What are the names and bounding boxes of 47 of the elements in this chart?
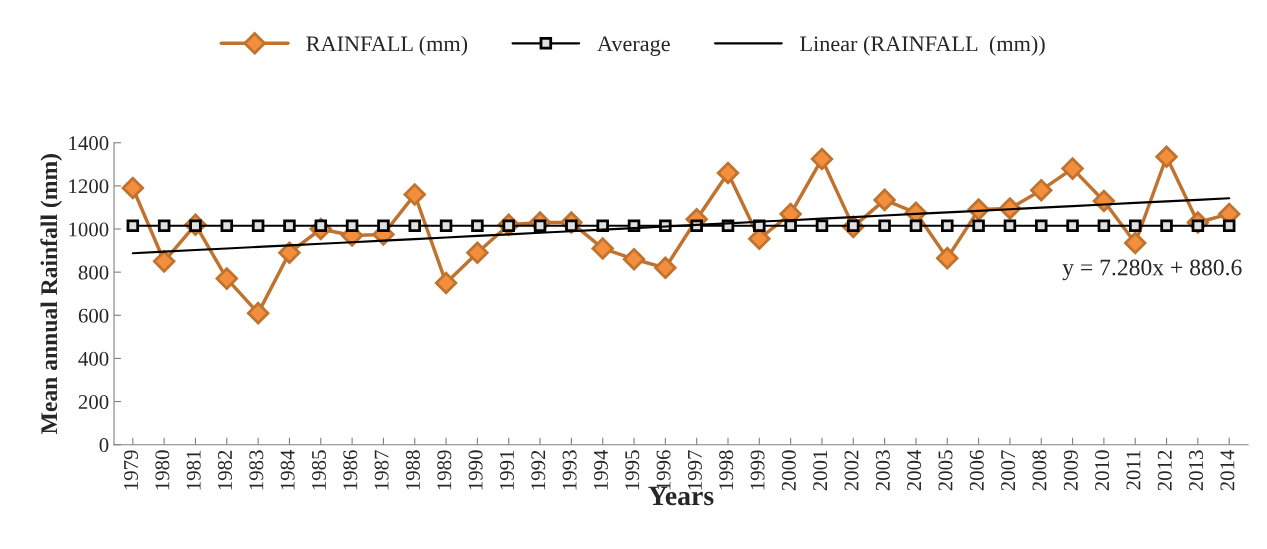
y-tick-label: 1400 [69,136,109,151]
y-axis-title: Mean annual Rainfall (mm) [40,154,62,434]
y-tick-label: 0 [99,438,109,453]
x-tick-label: 1988 [405,450,420,490]
legend-label: Linear (RAINFALL (mm)) [800,35,1045,56]
x-tick-label: 2007 [1001,450,1016,491]
x-tick-label: 1987 [374,450,389,490]
annotation: y = 7.280x + 880.6 [1062,259,1242,281]
x-tick-label: 1981 [186,450,201,490]
x-tick-label: 2011 [1126,450,1141,490]
x-tick-label: 2000 [781,450,796,491]
x-tick-label: 2008 [1032,450,1047,491]
y-tick-label: 1000 [69,222,109,237]
y-tick-label: 1200 [69,179,109,194]
x-tick-label: 2003 [875,450,890,491]
x-tick-label: 1982 [217,450,233,490]
x-tick-label: 1998 [719,450,734,490]
x-tick-label: 2013 [1189,450,1204,491]
x-tick-label: 2012 [1157,450,1172,491]
x-tick-label: 1979 [124,450,139,490]
x-tick-label: 1980 [155,450,170,490]
x-tick-label: 1983 [249,450,264,490]
x-tick-label: 2005 [938,450,953,491]
legend-label: RAINFALL (mm) [306,35,468,56]
x-tick-label: 1985 [311,450,326,490]
y-tick-label: 600 [78,308,109,323]
x-tick-label: 2009 [1063,450,1078,491]
x-tick-label: 2002 [844,450,859,491]
x-tick-label: 2014 [1220,449,1235,491]
x-tick-label: 1993 [562,450,577,490]
x-tick-label: 1984 [280,449,295,490]
x-tick-label: 1986 [343,450,358,490]
y-tick-label: 800 [78,265,109,280]
x-tick-label: 2004 [907,449,922,491]
x-tick-label: 1989 [437,450,452,490]
y-tick-label: 400 [78,351,109,366]
y-tick-label: 200 [78,394,109,409]
legend-label: Average [597,36,670,56]
x-tick-label: 1995 [625,450,640,490]
x-tick-label: 1991 [499,450,514,490]
x-tick-label: 2006 [969,450,984,491]
x-tick-label: 1994 [593,449,608,490]
x-tick-label: 1999 [750,450,765,490]
x-tick-label: 2010 [1095,450,1110,491]
x-tick-label: 1990 [468,450,483,490]
x-tick-label: 1992 [531,450,546,490]
x-tick-label: 2001 [813,450,828,491]
